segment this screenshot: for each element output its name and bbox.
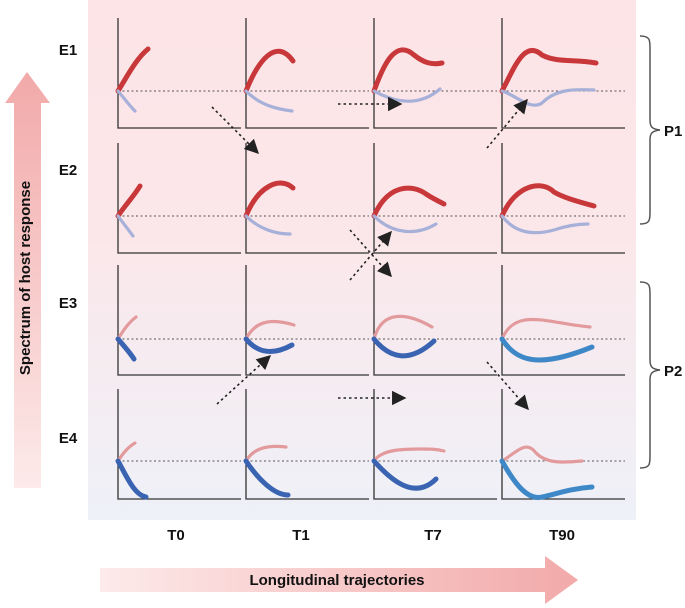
transition-arrow: [216, 355, 272, 405]
trajectory-curve: [243, 336, 295, 355]
trajectory-curve: [116, 89, 137, 113]
plot-axes: [373, 143, 497, 254]
trajectory-curve: [372, 447, 446, 463]
plot-axes: [501, 265, 625, 376]
mini-plot-e4-t7: [371, 389, 497, 500]
y-axis-label: Spectrum of host response: [17, 181, 34, 375]
mini-plot-e3-t0: [115, 265, 241, 376]
mini-plot-e1-t90: [499, 18, 625, 129]
plot-axes: [373, 265, 497, 376]
transition-arrows: [211, 96, 529, 411]
plot-axes: [117, 265, 241, 376]
row-label-e4: E4: [59, 430, 78, 447]
plot-axes: [117, 389, 241, 500]
trajectory-curve: [244, 89, 294, 113]
trajectory-curve: [499, 48, 599, 94]
plot-axes: [245, 389, 369, 500]
mini-plot-e2-t1: [243, 143, 369, 254]
plot-axes: [501, 389, 625, 500]
trajectory-curve: [243, 48, 296, 94]
row-label-e1: E1: [59, 42, 77, 59]
transition-arrow: [349, 229, 392, 278]
trajectory-curve: [371, 458, 439, 491]
trajectory-curve: [499, 183, 597, 219]
trajectory-curve: [115, 183, 143, 219]
trajectory-curve: [244, 214, 292, 236]
trajectory-curve: [244, 319, 296, 341]
mini-plot-e1-t1: [243, 18, 369, 129]
group-label-p1: P1: [664, 123, 682, 140]
mini-plot-e4-t0: [115, 389, 241, 500]
trajectory-arrow: [100, 556, 578, 604]
plot-grid: [115, 18, 625, 500]
row-label-e2: E2: [59, 162, 77, 179]
plot-axes: [117, 18, 241, 129]
group-bracket-p1: [639, 35, 661, 225]
trajectory-curve: [372, 87, 442, 103]
group-label-p2: P2: [664, 363, 682, 380]
trajectory-curve: [116, 214, 135, 238]
mini-plot-e1-t7: [371, 18, 497, 129]
trajectory-curve: [115, 46, 151, 94]
trajectory-curve: [372, 314, 434, 341]
trajectory-curve: [500, 214, 590, 235]
col-label-t90: T90: [549, 527, 575, 544]
trajectory-curve: [115, 458, 149, 500]
trajectory-curve: [499, 336, 595, 363]
plot-axes: [373, 389, 497, 500]
trajectory-curve: [372, 214, 438, 234]
transition-arrow: [486, 361, 529, 411]
mini-plot-e3-t7: [371, 265, 497, 376]
trajectory-curve: [243, 458, 291, 498]
mini-plot-e3-t1: [243, 265, 369, 376]
plot-axes: [245, 18, 369, 129]
spectrum-arrow: [5, 72, 50, 488]
trajectory-curve: [500, 445, 584, 464]
trajectory-curve: [371, 185, 447, 219]
diagram-panel: [88, 0, 636, 520]
plot-axes: [245, 143, 369, 254]
col-label-t1: T1: [292, 527, 310, 544]
trajectory-curve: [500, 88, 596, 107]
plot-axes: [373, 18, 497, 129]
x-axis-label: Longitudinal trajectories: [249, 572, 424, 589]
trajectory-curve: [243, 180, 296, 219]
trajectory-curve: [371, 336, 437, 359]
group-bracket-p2: [639, 281, 661, 469]
mini-plot-e2-t90: [499, 143, 625, 254]
trajectory-curve: [371, 47, 445, 94]
plot-axes: [501, 143, 625, 254]
trajectory-curve: [244, 444, 288, 463]
trajectory-curve: [500, 317, 592, 341]
plot-axes: [117, 143, 241, 254]
mini-plot-e2-t7: [371, 143, 497, 254]
plot-axes: [245, 265, 369, 376]
col-label-t7: T7: [424, 527, 442, 544]
row-label-e3: E3: [59, 295, 77, 312]
plot-axes: [501, 18, 625, 129]
mini-plot-e2-t0: [115, 143, 241, 254]
mini-plot-e1-t0: [115, 18, 241, 129]
trajectory-curve: [115, 336, 137, 362]
mini-plot-e4-t1: [243, 389, 369, 500]
trajectory-curve: [499, 458, 595, 500]
col-label-t0: T0: [167, 527, 185, 544]
mini-plot-e4-t90: [499, 389, 625, 500]
mini-plot-e3-t90: [499, 265, 625, 376]
